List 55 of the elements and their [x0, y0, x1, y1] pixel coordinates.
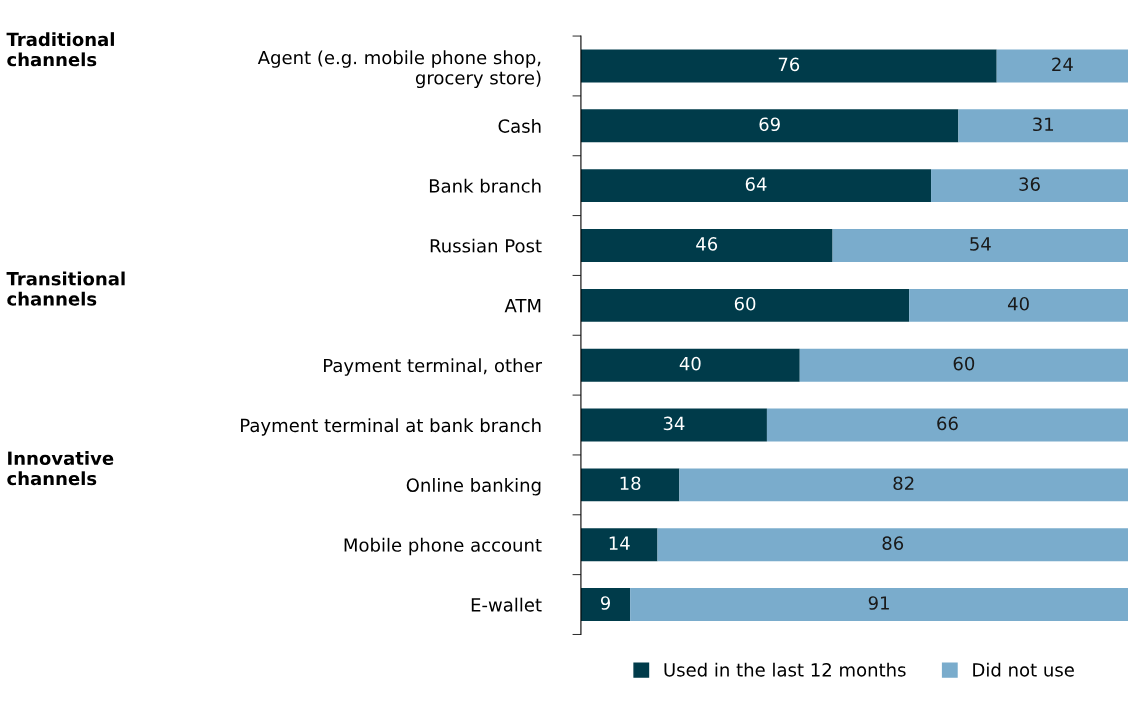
data-label: 46 [696, 237, 718, 251]
data-label: 60 [953, 356, 975, 371]
legend-label: Did not use [973, 662, 1074, 677]
bar [996, 49, 1128, 83]
bar [679, 468, 1128, 502]
bar [931, 169, 1128, 203]
y-tick-label: Bank branch [429, 178, 541, 193]
y-tick-label: E-wallet [471, 597, 542, 612]
bar [580, 348, 800, 382]
y-tick-label: Payment terminal, other [324, 358, 543, 376]
y-tick-label: Russian Post [430, 238, 542, 253]
data-label: 40 [679, 356, 701, 371]
y-tick-label: ATM [504, 299, 541, 313]
data-label: 86 [882, 536, 904, 550]
data-label: 24 [1052, 57, 1073, 71]
data-label: 18 [620, 476, 641, 491]
bar [766, 408, 1128, 442]
bar [832, 229, 1128, 262]
data-label: 36 [1019, 177, 1040, 191]
bar [580, 528, 658, 562]
data-label: 66 [937, 416, 958, 431]
data-label: 76 [778, 57, 800, 72]
bar [580, 229, 833, 262]
data-label: 40 [1007, 296, 1029, 311]
data-label: 69 [759, 117, 780, 132]
data-label: 82 [893, 476, 914, 491]
bar [580, 49, 997, 83]
data-label: 14 [609, 536, 630, 550]
bar [580, 288, 910, 322]
data-label: 31 [1033, 117, 1054, 132]
bar [799, 348, 1128, 382]
text: Innovative channels [7, 451, 114, 486]
data-label: 64 [745, 177, 767, 191]
bar [580, 109, 959, 143]
bar [580, 588, 631, 622]
data-label: 9 [600, 596, 611, 610]
data-label: 34 [663, 416, 685, 431]
data-label: 91 [868, 596, 889, 610]
y-tick-label: Payment terminal at bank branch [241, 418, 541, 436]
bar [630, 588, 1128, 622]
y-tick-label: Cash [498, 118, 541, 133]
bar [580, 408, 767, 442]
bar [958, 109, 1128, 143]
text: Transitional channels [6, 271, 125, 306]
text: Traditional channels [6, 32, 114, 67]
data-label: 54 [970, 237, 991, 251]
bar [657, 528, 1128, 562]
legend-label: Used in the last 12 months [664, 662, 906, 677]
y-tick-label: Agent (e.g. mobile phone shop, grocery store) [257, 50, 541, 89]
data-label: 60 [734, 296, 756, 311]
bar [580, 169, 932, 203]
y-tick-label: Online banking [406, 478, 541, 496]
y-tick-label: Mobile phone account [344, 537, 542, 556]
bar [580, 468, 680, 502]
bar [909, 288, 1128, 322]
